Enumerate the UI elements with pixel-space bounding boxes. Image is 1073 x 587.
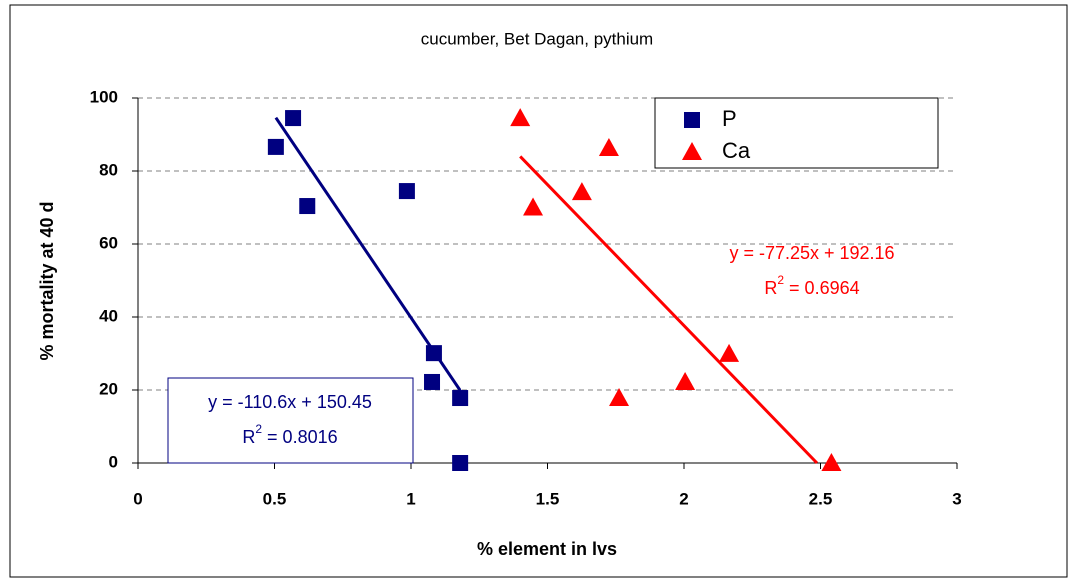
trendline [274, 116, 462, 392]
marker [571, 182, 592, 201]
r-squared-value: = 0.6964 [784, 278, 860, 298]
x-tick-label: 2.5 [809, 489, 833, 508]
r-squared-value: = 0.8016 [262, 427, 338, 447]
legend-marker [684, 112, 700, 128]
r-squared-symbol: R [764, 278, 777, 298]
x-tick-label: 3 [952, 489, 961, 508]
y-tick-label: 20 [99, 379, 118, 398]
marker [398, 183, 415, 200]
x-tick-label: 0.5 [263, 489, 287, 508]
r-squared: R2 = 0.8016 [242, 422, 337, 447]
equation-box [167, 377, 414, 464]
r-squared: R2 = 0.6964 [764, 273, 859, 298]
marker [267, 138, 284, 155]
y-tick-label: 40 [99, 306, 118, 325]
y-tick-label: 0 [109, 452, 118, 471]
marker [609, 388, 630, 407]
y-axis-label: % mortality at 40 d [37, 201, 57, 360]
marker [598, 138, 619, 157]
trendline [519, 155, 819, 465]
marker [424, 373, 441, 390]
marker [523, 197, 544, 216]
r-squared-power: 2 [777, 273, 784, 287]
x-tick-label: 2 [679, 489, 688, 508]
marker [299, 198, 316, 215]
legend-box [654, 97, 939, 169]
legend-label: P [722, 106, 737, 131]
x-axis-label: % element in lvs [477, 539, 617, 559]
marker [675, 371, 696, 390]
marker [452, 455, 469, 471]
legend-label: Ca [722, 138, 751, 163]
r-squared-symbol: R [242, 427, 255, 447]
x-tick-label: 0 [133, 489, 142, 508]
trendline-equation: y = -110.6x + 150.45 [208, 392, 372, 412]
trendline-equation: y = -77.25x + 192.16 [729, 243, 894, 263]
marker [452, 390, 469, 407]
legend-marker [682, 142, 702, 160]
marker [821, 453, 842, 471]
y-tick-label: 60 [99, 233, 118, 252]
marker [719, 343, 740, 362]
x-tick-label: 1 [406, 489, 415, 508]
x-tick-label: 1.5 [536, 489, 560, 508]
y-tick-label: 100 [90, 87, 118, 106]
marker [510, 108, 531, 127]
chart-title: cucumber, Bet Dagan, pythium [421, 29, 653, 48]
y-tick-label: 80 [99, 160, 118, 179]
r-squared-power: 2 [255, 422, 262, 436]
marker [285, 110, 302, 127]
